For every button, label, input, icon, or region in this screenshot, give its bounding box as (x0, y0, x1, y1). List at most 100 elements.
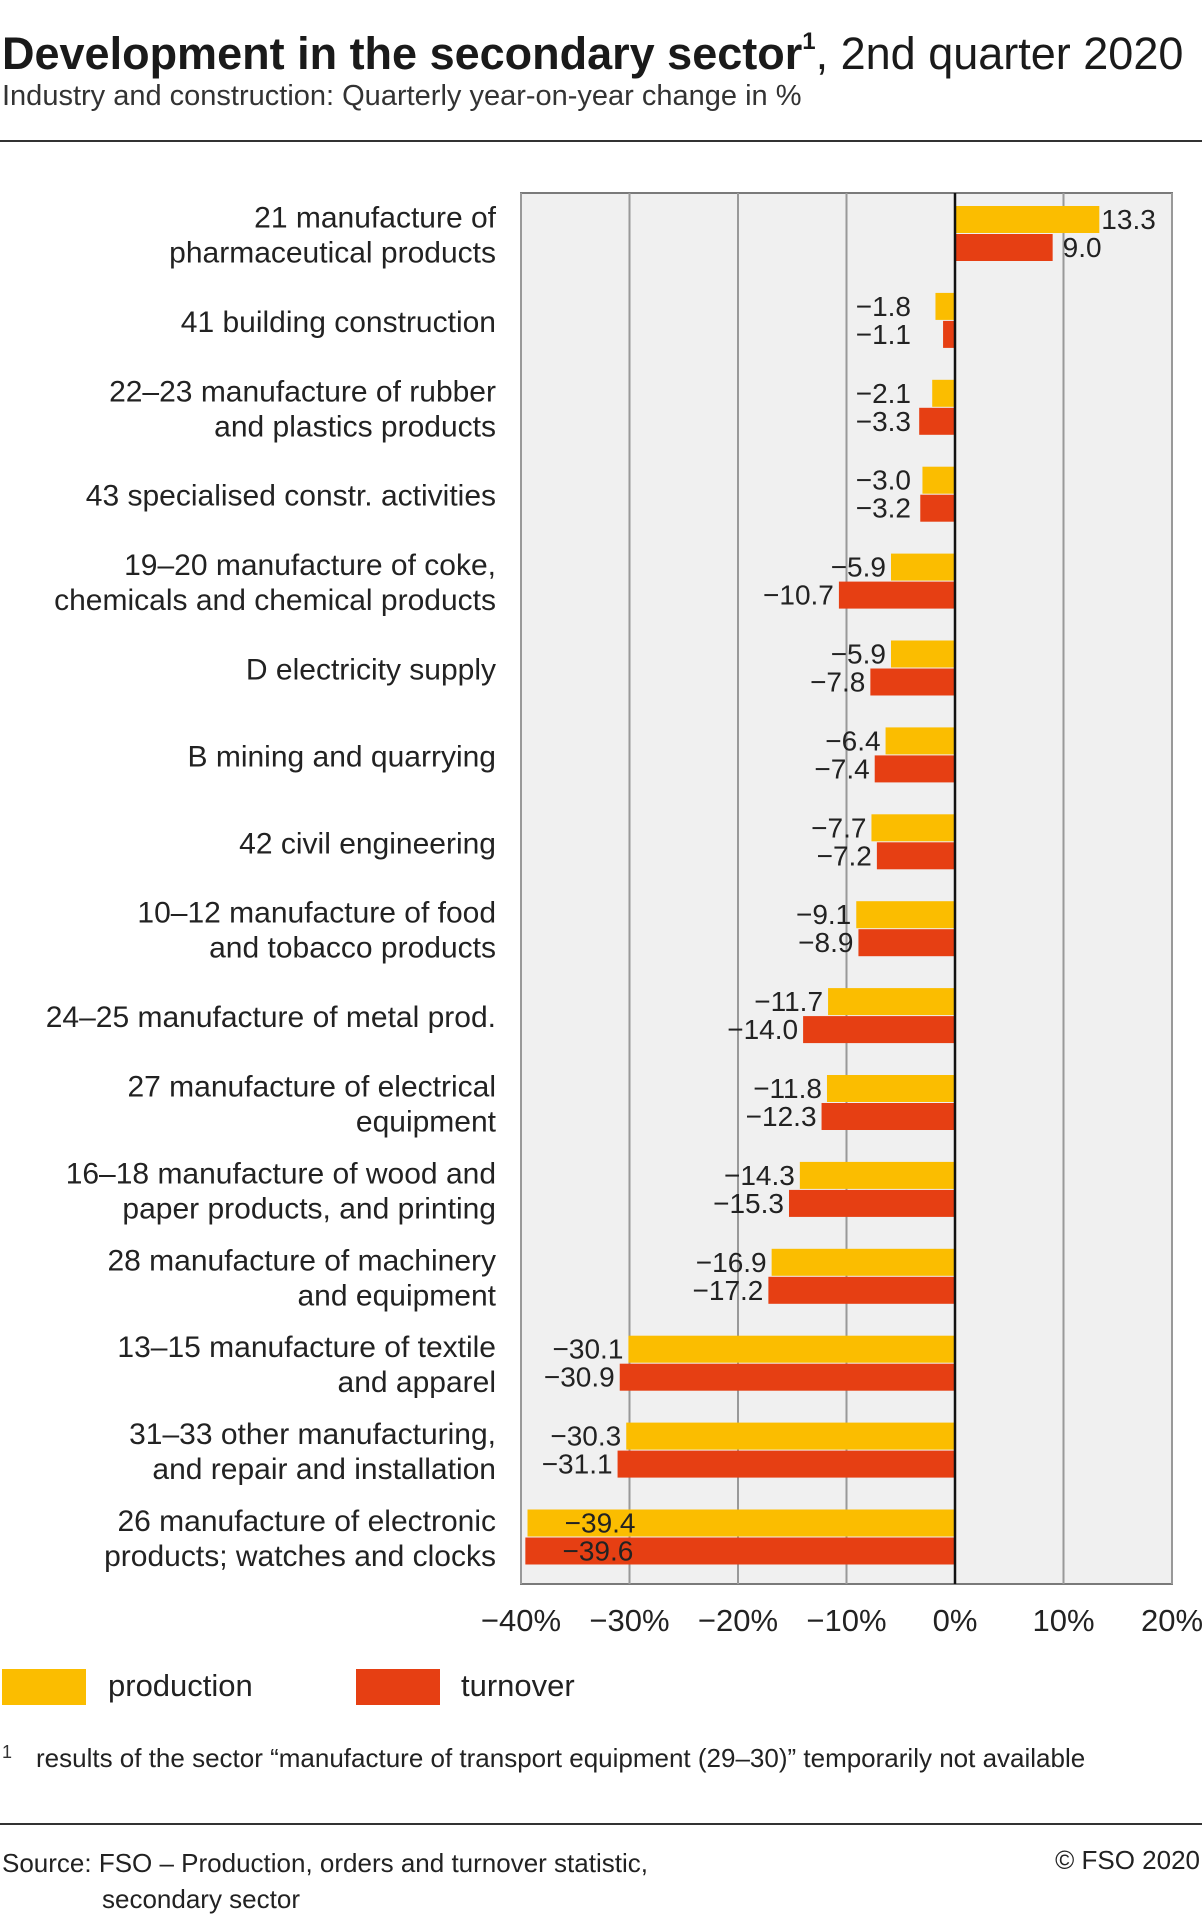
production-bar (885, 727, 955, 755)
production-value-label: −6.4 (825, 725, 880, 756)
x-tick-label: −30% (589, 1603, 669, 1638)
category-label: chemicals and chemical products (54, 584, 496, 617)
turnover-bar (920, 494, 955, 522)
legend-label-turnover: turnover (461, 1668, 575, 1703)
turnover-value-label: −14.0 (727, 1014, 798, 1045)
production-value-label: −5.9 (831, 639, 886, 670)
x-tick-label: 10% (1032, 1603, 1094, 1638)
production-bar (626, 1422, 955, 1450)
category-label: pharmaceutical products (169, 237, 496, 270)
turnover-bar (617, 1450, 955, 1478)
turnover-value-label: −10.7 (763, 580, 834, 611)
production-bar (890, 553, 955, 581)
production-value-label: −11.7 (754, 986, 823, 1017)
category-label: 43 specialised constr. activities (86, 480, 496, 513)
turnover-value-label: −7.4 (814, 753, 869, 784)
category-label: 10–12 manufacture of food (137, 897, 496, 930)
category-label: and plastics products (214, 410, 496, 443)
category-label: paper products, and printing (122, 1192, 496, 1225)
production-bar (856, 901, 955, 929)
turnover-bar (943, 320, 955, 348)
turnover-bar (955, 234, 1053, 261)
turnover-bar (821, 1103, 955, 1130)
title-footnote-mark: 1 (802, 28, 816, 55)
x-tick-label: 0% (933, 1603, 978, 1638)
chart-subtitle: Industry and construction: Quarterly yea… (2, 80, 802, 112)
production-value-label: −30.3 (550, 1421, 621, 1452)
category-label: 28 manufacture of machinery (107, 1244, 496, 1277)
production-bar (955, 206, 1100, 233)
title-period: , 2nd quarter 2020 (815, 28, 1184, 79)
turnover-value-label: −7.8 (810, 667, 865, 698)
category-label: 21 manufacture of (254, 202, 496, 235)
category-label: and apparel (338, 1366, 496, 1399)
production-value-label: −14.3 (724, 1160, 795, 1191)
production-value-label: 13.3 (1101, 204, 1156, 235)
production-value-label: −11.8 (753, 1073, 822, 1104)
bottom-divider (0, 1823, 1202, 1825)
x-tick-label: −20% (698, 1603, 778, 1638)
x-tick-label: 20% (1141, 1603, 1202, 1638)
production-bar (871, 814, 955, 842)
category-label: and tobacco products (209, 932, 496, 965)
turnover-value-label: −8.9 (798, 927, 853, 958)
production-bar (932, 379, 955, 407)
category-label: 27 manufacture of electrical (127, 1071, 496, 1104)
turnover-bar (525, 1537, 955, 1565)
category-label: 16–18 manufacture of wood and (66, 1157, 496, 1190)
production-bar (799, 1161, 955, 1189)
turnover-bar (870, 668, 955, 696)
category-label: B mining and quarrying (187, 740, 496, 773)
turnover-value-label: 9.0 (1063, 232, 1102, 263)
turnover-bar (919, 407, 955, 435)
turnover-value-label: −7.2 (817, 840, 872, 871)
turnover-value-label: −39.6 (562, 1536, 633, 1567)
turnover-value-label: −12.3 (746, 1101, 817, 1132)
category-label: 24–25 manufacture of metal prod. (46, 1001, 496, 1034)
production-value-label: −30.1 (553, 1334, 624, 1365)
production-value-label: −39.4 (565, 1508, 636, 1539)
category-label: and equipment (298, 1279, 497, 1312)
x-tick-label: −10% (806, 1603, 886, 1638)
x-tick-label: −40% (481, 1603, 561, 1638)
production-bar (771, 1248, 955, 1276)
production-bar (527, 1509, 955, 1537)
category-label: 13–15 manufacture of textile (117, 1331, 496, 1364)
chart-title: Development in the secondary sector1, 2n… (2, 10, 1183, 86)
source-note: Source: FSO – Production, orders and tur… (2, 1845, 648, 1917)
turnover-value-label: −3.2 (856, 493, 911, 524)
source-line-2: secondary sector (102, 1884, 300, 1914)
production-bar (628, 1335, 955, 1363)
turnover-value-label: −1.1 (856, 319, 911, 350)
legend-label-production: production (108, 1668, 253, 1703)
turnover-bar (619, 1363, 955, 1391)
turnover-bar (874, 755, 955, 783)
turnover-bar (788, 1189, 955, 1217)
production-value-label: −5.9 (831, 552, 886, 583)
production-value-label: −16.9 (696, 1247, 767, 1278)
category-label: 31–33 other manufacturing, (129, 1418, 496, 1451)
production-bar (922, 466, 955, 494)
source-line-1: Source: FSO – Production, orders and tur… (2, 1848, 648, 1878)
production-value-label: −7.7 (811, 812, 866, 843)
footnote-mark: 1 (2, 1742, 13, 1762)
category-label: 19–20 manufacture of coke, (124, 549, 496, 582)
turnover-value-label: −17.2 (693, 1275, 764, 1306)
legend-swatch-turnover (356, 1669, 440, 1705)
turnover-bar (803, 1016, 955, 1044)
production-bar (826, 1075, 955, 1102)
turnover-bar (838, 581, 955, 609)
turnover-bar (876, 842, 955, 870)
production-value-label: −2.1 (856, 378, 911, 409)
title-main: Development in the secondary sector (2, 28, 803, 79)
category-label: 41 building construction (181, 306, 496, 339)
production-bar (935, 292, 955, 320)
category-label: 26 manufacture of electronic (117, 1505, 496, 1538)
category-label: products; watches and clocks (104, 1540, 496, 1573)
production-bar (890, 640, 955, 668)
legend-swatch-production (2, 1669, 86, 1705)
copyright: © FSO 2020 (1055, 1845, 1200, 1875)
turnover-value-label: −3.3 (856, 406, 911, 437)
production-value-label: −9.1 (796, 899, 851, 930)
turnover-bar (768, 1276, 955, 1304)
